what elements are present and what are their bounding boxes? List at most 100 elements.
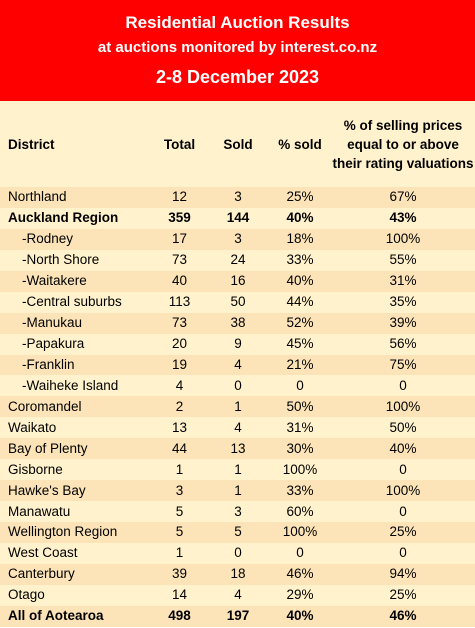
sold-cell: 38: [230, 315, 246, 331]
pct-valuation-cell: 31%: [389, 273, 417, 289]
total-cell: 17: [171, 231, 188, 247]
pct-sold-cell: 29%: [286, 587, 314, 603]
pct-sold-cell: 31%: [286, 419, 314, 435]
total-cell: 40: [171, 273, 188, 289]
sold-cell: 5: [234, 524, 242, 540]
total-cell: 1: [175, 461, 184, 477]
district-cell: -North Shore: [22, 252, 100, 268]
district-cell: -Rodney: [22, 231, 74, 247]
pct-sold-cell: 100%: [282, 461, 318, 477]
sold-cell: 0: [234, 545, 242, 561]
total-cell: 73: [171, 315, 188, 331]
total-cell: 19: [171, 356, 188, 372]
total-cell: 4: [175, 377, 184, 393]
district-cell: -Waiheke Island: [22, 377, 119, 393]
table-header-row: District Total Sold % sold % of selling …: [0, 101, 475, 187]
total-cell: 3: [175, 482, 184, 498]
report-subtitle: at auctions monitored by interest.co.nz: [97, 39, 378, 56]
table-row: Otago 14 4 29% 25%: [0, 584, 475, 606]
total-cell: 20: [171, 336, 188, 352]
district-cell: Gisborne: [8, 461, 63, 477]
pct-valuation-cell: 35%: [389, 294, 417, 310]
total-cell: 2: [175, 398, 184, 414]
table-row: Manawatu 5 3 60% 0: [0, 501, 475, 522]
table-row: All of Aotearoa 498 197 40% 46%: [0, 605, 475, 627]
table-row: Hawke's Bay 3 1 33% 100%: [0, 480, 475, 502]
sold-cell: 4: [234, 587, 242, 603]
total-cell: 14: [171, 587, 188, 603]
pct-valuation-cell: 100%: [385, 398, 421, 414]
sold-cell: 3: [234, 189, 242, 205]
table-row: Canterbury 39 18 46% 94%: [0, 563, 475, 585]
district-cell: Otago: [8, 587, 45, 603]
table-row: -Manukau 73 38 52% 39%: [0, 312, 475, 334]
pct-sold-cell: 18%: [286, 231, 314, 247]
district-cell: Bay of Plenty: [8, 440, 88, 456]
pct-valuation-cell: 25%: [389, 587, 417, 603]
pct-valuation-cell: 0: [399, 545, 407, 561]
pct-valuation-cell: 0: [399, 503, 407, 519]
report-header: Residential Auction Results at auctions …: [0, 0, 475, 101]
sold-cell: 144: [226, 210, 250, 226]
district-cell: -Waitakere: [22, 273, 87, 289]
table-row: Gisborne 1 1 100% 0: [0, 459, 475, 481]
sold-cell: 24: [230, 252, 246, 268]
district-cell: -Papakura: [22, 336, 85, 352]
table-row: Auckland Region 359 144 40% 43%: [0, 207, 475, 229]
district-cell: -Franklin: [22, 356, 75, 372]
pct-sold-cell: 33%: [286, 482, 314, 498]
total-cell: 113: [168, 294, 191, 310]
district-cell: Hawke's Bay: [8, 482, 86, 498]
total-cell: 5: [175, 503, 184, 519]
sold-cell: 1: [234, 482, 242, 498]
table-row: -Waiheke Island 4 0 0 0: [0, 375, 475, 397]
pct-sold-cell: 45%: [286, 336, 314, 352]
sold-cell: 197: [226, 608, 250, 624]
table-row: Waikato 13 4 31% 50%: [0, 417, 475, 439]
sold-cell: 4: [234, 356, 242, 372]
pct-valuation-cell: 0: [399, 461, 407, 477]
total-cell: 5: [175, 524, 184, 540]
district-cell: Coromandel: [8, 398, 82, 414]
total-cell: 498: [168, 608, 191, 624]
pct-valuation-cell: 25%: [389, 524, 417, 540]
column-header-pct-sold: % sold: [269, 101, 331, 187]
district-cell: Auckland Region: [8, 210, 119, 226]
pct-sold-cell: 50%: [286, 398, 314, 414]
pct-sold-cell: 0: [296, 377, 304, 393]
pct-valuation-cell: 50%: [389, 419, 417, 435]
pct-sold-cell: 40%: [286, 273, 314, 289]
district-cell: Canterbury: [8, 566, 75, 582]
pct-sold-cell: 44%: [286, 294, 314, 310]
table-row: -Central suburbs 113 50 44% 35%: [0, 291, 475, 313]
total-cell: 73: [171, 252, 188, 268]
district-cell: Manawatu: [8, 503, 71, 519]
table-row: Coromandel 2 1 50% 100%: [0, 396, 475, 418]
sold-cell: 18: [230, 566, 246, 582]
pct-sold-cell: 0: [296, 545, 304, 561]
table-row: Wellington Region 5 5 100% 25%: [0, 522, 475, 543]
pct-valuation-cell: 40%: [389, 440, 417, 456]
pct-valuation-cell: 39%: [389, 315, 417, 331]
table-body: Northland 12 3 25% 67% Auckland Region 359 144 4…: [0, 187, 475, 627]
district-cell: All of Aotearoa: [8, 608, 104, 624]
pct-sold-cell: 30%: [286, 440, 314, 456]
pct-sold-cell: 40%: [286, 608, 314, 624]
pct-sold-cell: 33%: [286, 252, 314, 268]
sold-cell: 1: [234, 398, 242, 414]
table-row: -Papakura 20 9 45% 56%: [0, 333, 475, 355]
column-header-sold: Sold: [207, 101, 269, 187]
table-row: Northland 12 3 25% 67%: [0, 187, 475, 208]
table-row: Bay of Plenty 44 13 30% 40%: [0, 438, 475, 460]
district-cell: -Manukau: [22, 315, 83, 331]
table-row: -Waitakere 40 16 40% 31%: [0, 270, 475, 292]
pct-valuation-cell: 100%: [385, 231, 421, 247]
column-header-pct-valuation: % of selling prices equal to or above th…: [331, 101, 475, 187]
sold-cell: 16: [230, 273, 246, 289]
district-cell: Wellington Region: [8, 524, 118, 540]
sold-cell: 3: [234, 231, 242, 247]
district-cell: West Coast: [8, 545, 78, 561]
pct-sold-cell: 21%: [286, 356, 314, 372]
sold-cell: 0: [234, 377, 242, 393]
total-cell: 44: [171, 440, 188, 456]
